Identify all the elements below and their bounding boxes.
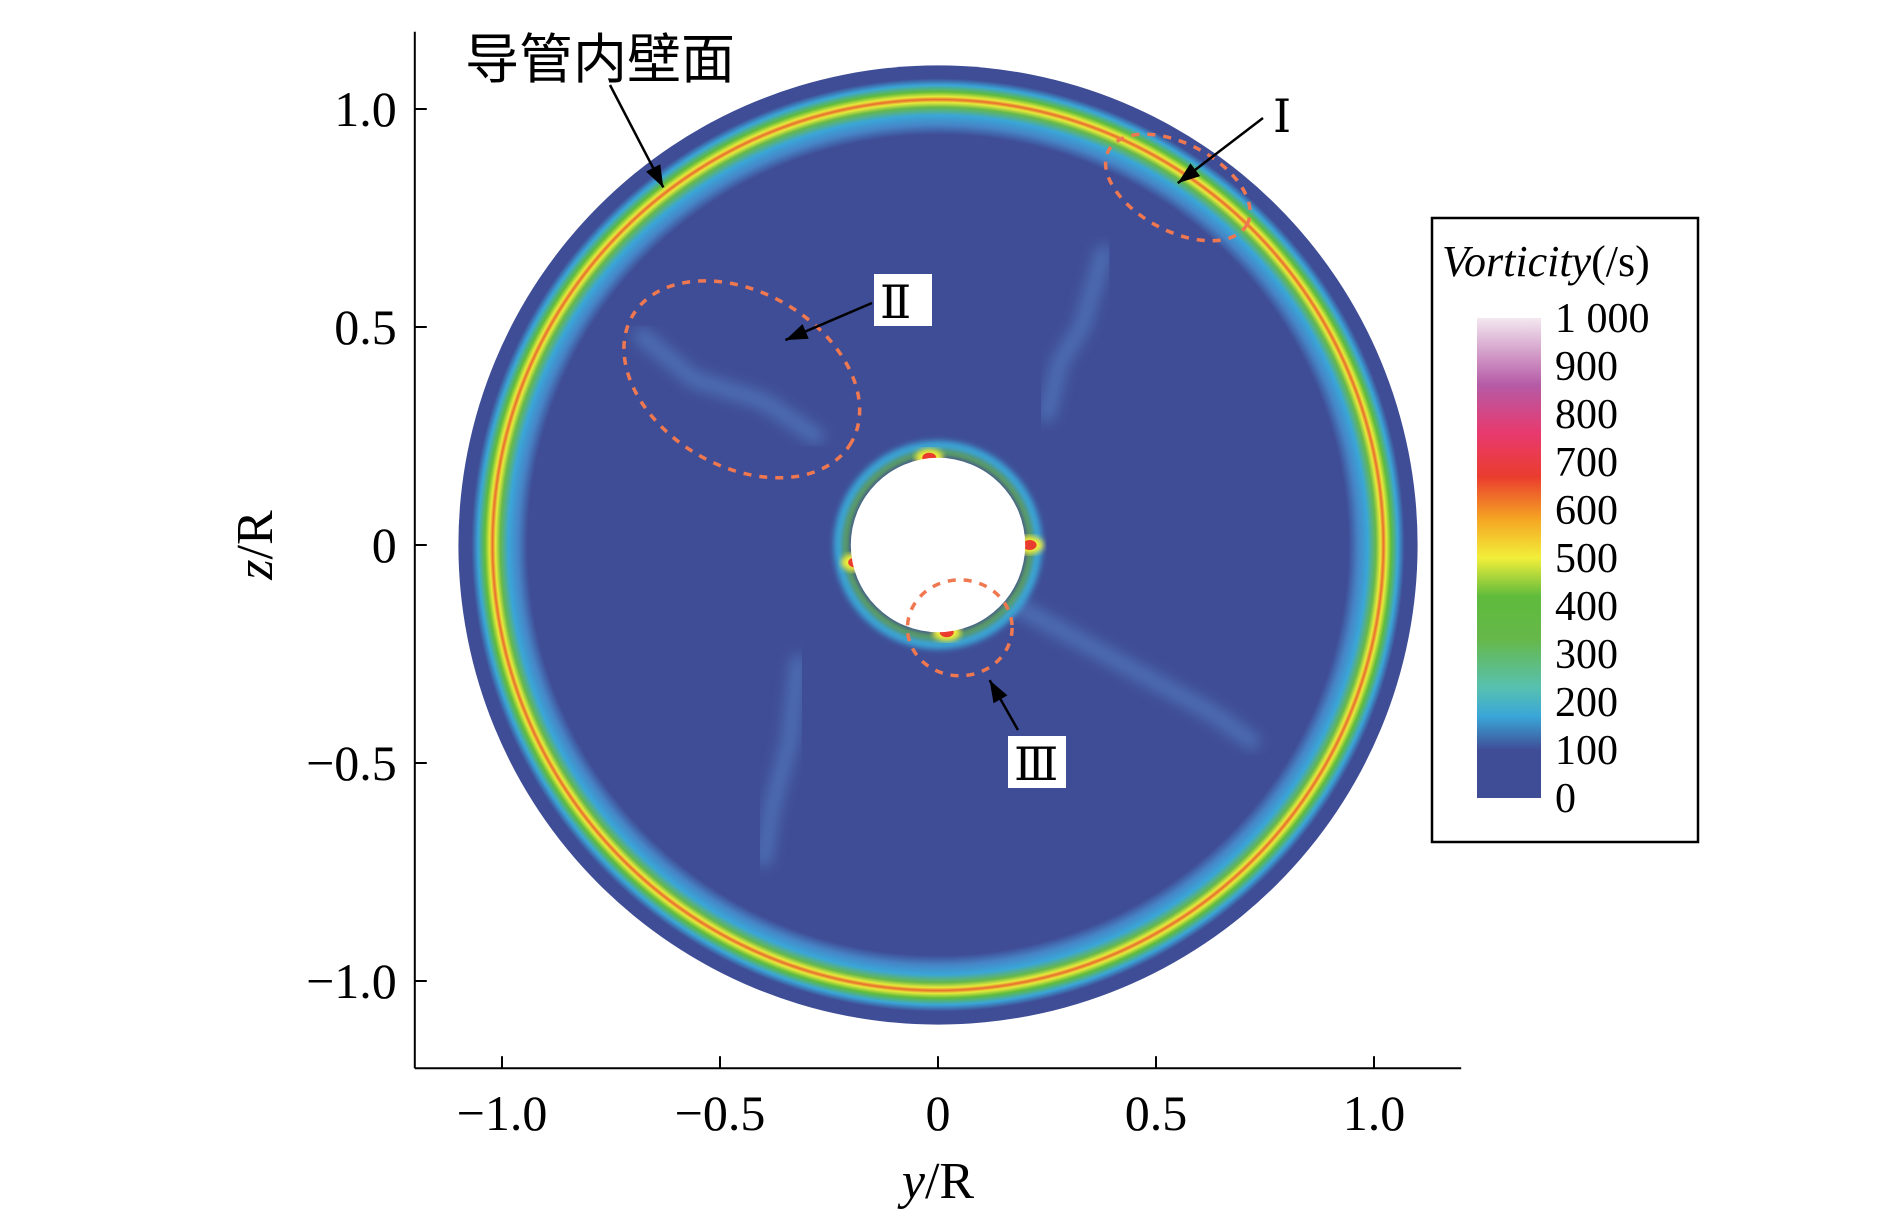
- wake-streak: [1039, 244, 1112, 423]
- colorbar-level-label: 200: [1555, 680, 1618, 726]
- y-tick-label: 0: [372, 517, 397, 573]
- axes: −1.0 −0.5 0 0.5 1.0 1.0 0.5 0 −0.5 −1.0: [306, 31, 1462, 1141]
- hub-hole: [850, 457, 1026, 633]
- region-label-arrow-head: [785, 324, 809, 341]
- region-label-arrow-head: [989, 680, 1008, 704]
- y-tick-label: −1.0: [306, 953, 397, 1009]
- region-label-box: [874, 274, 932, 326]
- y-tick-label: −0.5: [306, 735, 397, 791]
- x-axis-title-unit: /R: [925, 1153, 974, 1210]
- y-axis-title-unit: /R: [227, 510, 284, 559]
- region-ellipse: [622, 279, 862, 480]
- colorbar-level-label: 600: [1555, 488, 1618, 534]
- colorbar-level-label: 800: [1555, 392, 1618, 438]
- y-tick-label: 0.5: [334, 299, 397, 355]
- colorbar-title-main: Vorticity: [1442, 237, 1592, 286]
- region-label: Ⅰ: [1273, 91, 1291, 142]
- x-axis-title: y/R: [897, 1153, 975, 1210]
- wall-label: 导管内壁面: [465, 30, 735, 90]
- x-tick-label: 0: [926, 1085, 951, 1141]
- colorbar-frame: [1430, 216, 1700, 844]
- region-label-box: [1008, 736, 1066, 788]
- colorbar-level-label: 400: [1555, 584, 1618, 630]
- region-label-arrow-head: [1177, 163, 1201, 184]
- colorbar-level-label: 900: [1555, 344, 1618, 390]
- colorbar-title: Vorticity(/s): [1442, 237, 1650, 286]
- x-axis-title-main: y: [897, 1153, 926, 1210]
- colorbar-level-label: 300: [1555, 632, 1618, 678]
- colorbar-level-label: 500: [1555, 536, 1618, 582]
- wake-streak: [633, 327, 824, 444]
- hub-vortex-core: [1022, 540, 1037, 550]
- annotations: 导管内壁面 Ⅰ Ⅱ Ⅲ: [465, 30, 1291, 790]
- wall-label-arrow-head: [646, 164, 664, 188]
- x-tick-label: 0.5: [1125, 1085, 1188, 1141]
- colorbar-level-label: 1 000: [1555, 296, 1650, 342]
- x-tick-label: −0.5: [675, 1085, 766, 1141]
- colorbar-level-label: 100: [1555, 728, 1618, 774]
- colorbar-level-label: 0: [1555, 776, 1576, 822]
- x-tick-label: 1.0: [1343, 1085, 1406, 1141]
- region-ellipse: [905, 578, 1014, 678]
- y-axis-title: z/R: [227, 510, 284, 581]
- vorticity-field: [458, 65, 1418, 1025]
- region-label: Ⅲ: [1014, 739, 1058, 790]
- x-tick-label: −1.0: [457, 1085, 548, 1141]
- wake-streak: [755, 654, 807, 867]
- colorbar-level-label: 700: [1555, 440, 1618, 486]
- y-axis-title-main: z: [227, 559, 284, 580]
- colorbar-title-unit: (/s): [1591, 237, 1650, 286]
- y-tick-label: 1.0: [334, 81, 397, 137]
- colorbar-ramp: [1477, 318, 1541, 798]
- region-ellipse: [1103, 132, 1252, 243]
- colorbar: Vorticity(/s) 1 0009008007006005004003002…: [1430, 216, 1700, 844]
- wake-streak: [1008, 598, 1260, 750]
- region-label: Ⅱ: [880, 277, 911, 328]
